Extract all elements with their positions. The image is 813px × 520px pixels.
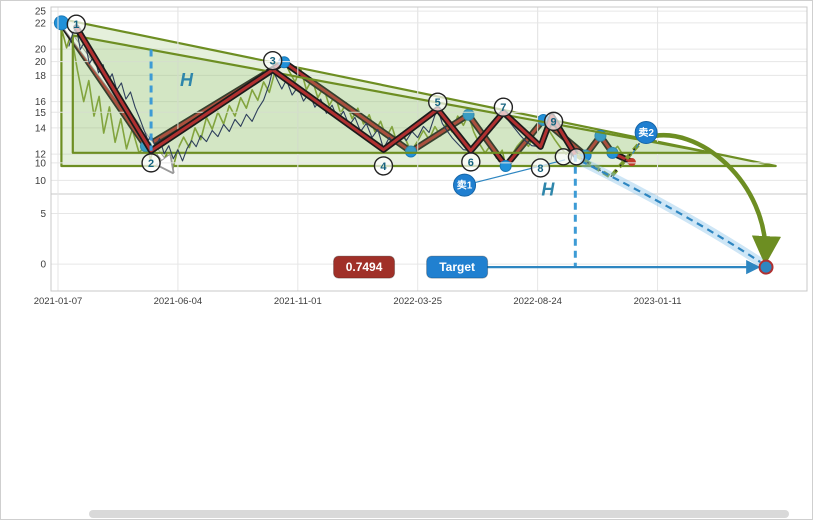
y-tick-label: 0	[40, 260, 46, 271]
panel-border	[50, 6, 808, 292]
svg-text:卖1: 卖1	[457, 179, 473, 192]
svg-text:卖2: 卖2	[638, 126, 654, 139]
height-label: H	[541, 179, 555, 199]
svg-text:7: 7	[500, 102, 506, 114]
y-tick-label: 20	[35, 57, 47, 68]
target-badge	[426, 255, 489, 279]
y-tick-label: 16	[35, 97, 47, 108]
y-tick-label: 15	[35, 108, 47, 119]
svg-text:2: 2	[148, 158, 154, 170]
x-tick-label: 2022-03-25	[393, 296, 442, 307]
y-tick-label: 10	[35, 176, 47, 187]
target-point	[758, 259, 774, 275]
wave-number-circle	[530, 158, 551, 178]
target-curve-dashed	[579, 159, 761, 263]
wave-number-circle	[493, 97, 514, 117]
wave-number-circle	[141, 153, 161, 173]
wave-number-circle	[567, 148, 586, 166]
descending-triangle	[60, 17, 777, 168]
wave-number-circle	[461, 152, 481, 172]
y-tick-label: 18	[35, 71, 47, 82]
height-label: H	[180, 70, 194, 90]
wave-number-circle	[262, 50, 283, 71]
y-tick-label: 20	[35, 45, 47, 56]
x-tick-label: 2021-06-04	[154, 296, 203, 307]
x-tick-label: 2021-01-07	[34, 296, 83, 307]
wave-number-circle	[66, 14, 86, 34]
end-dot	[627, 158, 636, 167]
y-tick-label: 25	[35, 7, 47, 18]
x-tick-label: 2022-08-24	[513, 296, 562, 307]
x-tick-label: 2021-11-01	[274, 296, 322, 307]
svg-text:9: 9	[551, 116, 557, 128]
descending-triangle	[71, 34, 713, 154]
target-curve-green	[646, 133, 782, 266]
sell-marker-1	[453, 173, 477, 197]
y-tick-label: 22	[35, 18, 47, 29]
y-tick-label: 14	[35, 123, 47, 134]
wave-number-circle	[373, 156, 394, 176]
svg-text:0.7494: 0.7494	[346, 260, 383, 274]
svg-text:5: 5	[435, 97, 441, 109]
horizontal-scrollbar[interactable]	[89, 510, 789, 518]
svg-text:3: 3	[270, 56, 276, 68]
svg-text:8: 8	[537, 163, 543, 175]
y-tick-label: 5	[40, 209, 46, 220]
svg-text:4: 4	[380, 161, 387, 173]
svg-text:Target: Target	[439, 260, 475, 274]
zigzag-line	[74, 25, 577, 157]
wave-number-circle	[428, 92, 448, 112]
value-badge	[333, 255, 396, 279]
sell-marker-2	[634, 121, 658, 145]
pivot-dot	[404, 145, 417, 158]
svg-text:1: 1	[73, 19, 79, 31]
x-tick-label: 2023-01-11	[634, 296, 682, 307]
svg-text:6: 6	[468, 157, 474, 169]
y-tick-label: 12	[35, 150, 47, 161]
y-tick-label: 10	[35, 158, 47, 169]
wave-number-circle	[543, 111, 564, 132]
